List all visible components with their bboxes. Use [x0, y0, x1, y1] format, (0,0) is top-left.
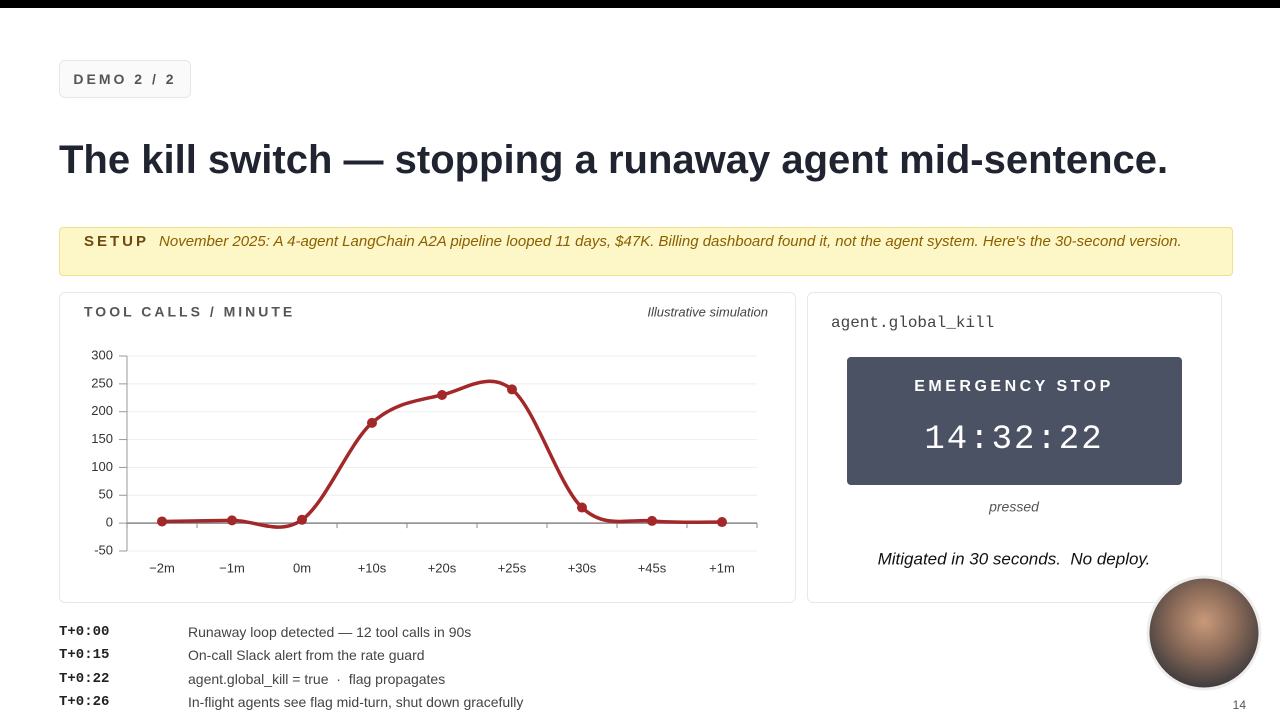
slide-title: The kill switch — stopping a runaway age…: [59, 138, 1169, 182]
top-bar: [0, 0, 1280, 8]
point: [717, 517, 727, 528]
chart-title: TOOL CALLS / MINUTE: [84, 304, 295, 320]
timeline-event: agent.global_kill = true · flag propagat…: [188, 670, 446, 687]
stop-time: 14:32:22: [924, 421, 1103, 459]
y-tick-label: 50: [99, 487, 113, 502]
line: [161, 379, 723, 529]
point: [507, 384, 517, 395]
timeline-time: T+0:15: [59, 647, 110, 664]
x-tick-label: −1m: [219, 560, 245, 575]
code-label: agent.global_kill: [831, 314, 994, 332]
y-tick-label: 100: [91, 459, 113, 474]
x-tick-label: −2m: [149, 560, 175, 575]
setup-text: November 2025: A 4-agent LangChain A2A p…: [159, 233, 1182, 250]
y-tick-label: -50: [94, 542, 113, 557]
point: [297, 514, 307, 525]
point: [157, 516, 167, 527]
x-tick-label: +10s: [358, 560, 387, 575]
x-tick-label: +20s: [428, 560, 457, 575]
x-tick-label: +25s: [498, 560, 527, 575]
badge: DEMO 2 / 2: [59, 60, 191, 98]
point: [437, 390, 447, 400]
timeline-event: On-call Slack alert from the rate guard: [188, 647, 425, 664]
y-tick-label: 150: [91, 431, 113, 446]
timeline-event: Runaway loop detected — 12 tool calls in…: [188, 624, 472, 640]
y-tick-label: 0: [106, 515, 113, 530]
timeline-time: T+0:22: [59, 670, 110, 687]
point: [227, 515, 237, 526]
stop-button[interactable]: [847, 357, 1182, 485]
timeline-event: In-flight agents see flag mid-turn, shut…: [188, 693, 524, 710]
x-tick-label: +1m: [709, 560, 735, 575]
status: pressed: [988, 499, 1040, 515]
point: [367, 417, 377, 428]
y-tick-label: 300: [91, 347, 113, 362]
x-tick-label: 0m: [293, 560, 311, 575]
point: [577, 502, 587, 513]
setup-label: SETUP: [84, 233, 150, 250]
chart-subtitle: Illustrative simulation: [647, 304, 768, 319]
setup-box: SETUP November 2025: A 4-agent LangChain …: [59, 227, 1233, 276]
timeline-time: T+0:00: [59, 624, 110, 640]
x-tick-label: +30s: [568, 560, 597, 575]
webcam: [1146, 575, 1262, 691]
y-tick-label: 200: [91, 403, 113, 418]
x-tick-label: +45s: [638, 560, 667, 575]
y-tick-label: 250: [91, 375, 113, 390]
point: [647, 515, 657, 526]
page-number: 14: [1233, 698, 1247, 712]
summary: Mitigated in 30 seconds. No deploy.: [878, 549, 1151, 568]
button-label: EMERGENCY STOP: [914, 378, 1114, 395]
timeline-time: T+0:26: [59, 693, 110, 710]
